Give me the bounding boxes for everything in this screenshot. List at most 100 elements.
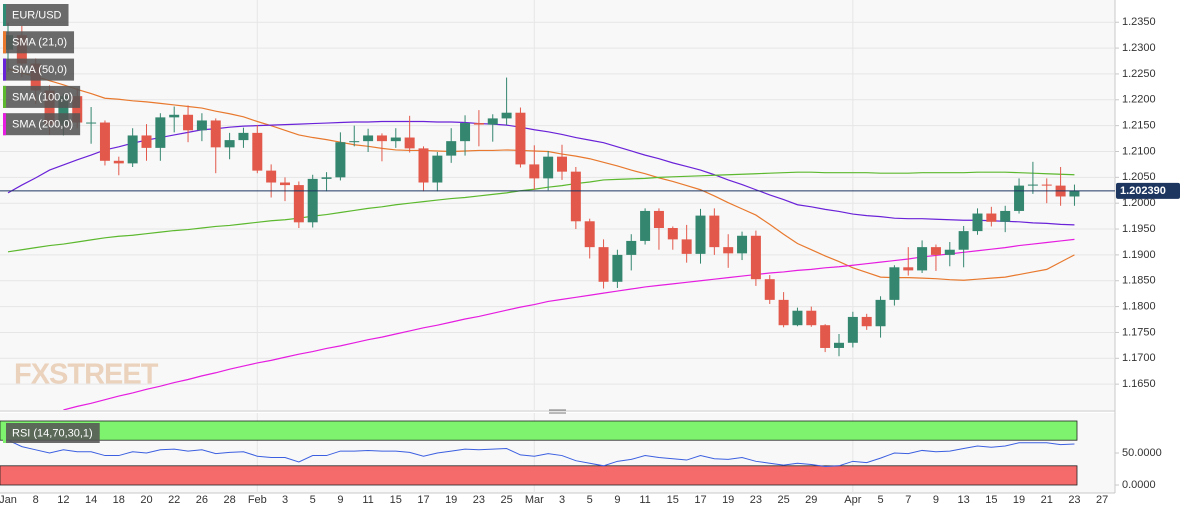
legend-box — [3, 113, 81, 136]
y-tick-label: 1.1850 — [1122, 275, 1156, 287]
candle-body — [834, 342, 844, 348]
legend-swatch — [3, 31, 6, 54]
grid — [0, 0, 1115, 493]
candle-body — [570, 171, 581, 222]
candle-body — [238, 132, 249, 141]
legend-box — [3, 423, 100, 443]
candle-body — [1069, 190, 1080, 197]
y-tick-label: 1.1650 — [1122, 378, 1156, 390]
candle-body — [972, 213, 983, 232]
x-tick-label: 25 — [500, 494, 512, 506]
legend-label: SMA (200,0) — [12, 119, 73, 131]
x-tick-label: 9 — [933, 494, 939, 506]
x-tick-label: 17 — [417, 494, 429, 506]
sma-line — [63, 238, 1075, 410]
last-price-box — [1116, 182, 1180, 199]
x-tick-label: Feb — [248, 494, 267, 506]
legend-swatch — [3, 58, 6, 81]
legend-box — [3, 4, 69, 26]
y-tick-label: 1.2300 — [1122, 42, 1156, 54]
x-tick-label: 17 — [694, 494, 706, 506]
legend-swatch — [3, 85, 6, 108]
legend-box — [3, 85, 81, 108]
x-tick-label: 18 — [113, 494, 125, 506]
y-tick-label: 1.2050 — [1122, 171, 1156, 183]
legend-label: SMA (21,0) — [12, 37, 67, 49]
candle-body — [847, 316, 858, 343]
x-tick-label: 20 — [140, 494, 152, 506]
x-tick-label: 23 — [750, 494, 762, 506]
candle-body — [653, 210, 664, 229]
x-tick-label: Apr — [844, 494, 861, 506]
candle-body — [723, 247, 734, 254]
x-tick-label: 19 — [445, 494, 457, 506]
axes: 1.1650 1.1700 1.1750 1.1800 1.1850 1.1900 1.19… — [0, 16, 1180, 506]
candle-body — [487, 118, 498, 125]
x-tick-label: 23 — [1068, 494, 1080, 506]
y-tick-label: 50.0000 — [1122, 447, 1162, 459]
candle-body — [293, 185, 304, 223]
candle-body — [529, 164, 540, 179]
candle-body — [99, 122, 110, 161]
legend-label: EUR/USD — [12, 9, 62, 21]
candle-body — [473, 123, 484, 125]
candle-body — [363, 135, 374, 142]
legend-swatch — [3, 4, 6, 26]
plot — [0, 22, 1115, 410]
candle-body — [307, 178, 318, 223]
legend-item: RSI (14,70,30,1) — [3, 423, 100, 443]
last-price-label: 1.202390 — [1120, 185, 1166, 197]
candle-body — [557, 156, 567, 172]
x-tick-label: 19 — [1013, 494, 1025, 506]
x-tick-label: 3 — [282, 494, 288, 506]
candle-body — [446, 141, 457, 156]
x-tick-label: 28 — [223, 494, 235, 506]
candle-body — [155, 117, 166, 148]
candle-body — [709, 215, 720, 248]
resize-grip[interactable] — [549, 409, 566, 414]
candle-body — [460, 123, 471, 142]
candle-body — [183, 114, 194, 131]
overbought-band — [0, 420, 1078, 441]
x-tick-label: 5 — [310, 494, 316, 506]
y-tick-label: 1.1800 — [1122, 301, 1156, 313]
candle-body — [210, 120, 221, 148]
candle-body — [667, 228, 678, 240]
legend: EUR/USD SMA (21,0) SMA (50,0) SMA (100,0) SM… — [3, 4, 100, 443]
watermark: FXSTREET — [14, 359, 159, 391]
x-tick-label: Jan — [0, 494, 17, 506]
candle-body — [806, 310, 817, 326]
candle-body — [889, 267, 900, 300]
x-tick-label: 21 — [1041, 494, 1053, 506]
y-tick-label: 1.1900 — [1122, 249, 1156, 261]
x-tick-label: 7 — [905, 494, 911, 506]
legend-item: SMA (100,0) — [3, 85, 81, 108]
candle-body — [640, 210, 651, 241]
legend-label: SMA (50,0) — [12, 64, 67, 76]
candle-body — [280, 182, 290, 186]
candle-body — [321, 177, 332, 179]
candle-body — [626, 240, 637, 255]
x-tick-label: Mar — [525, 494, 544, 506]
candle-body — [598, 247, 609, 282]
candle-body — [778, 299, 789, 326]
x-tick-label: 27 — [1096, 494, 1108, 506]
candle-body — [903, 267, 914, 271]
candle-body — [224, 140, 235, 148]
legend-item: SMA (50,0) — [3, 58, 75, 81]
x-tick-label: 11 — [362, 494, 373, 506]
y-tick-label: 1.2200 — [1122, 94, 1156, 106]
candle-body — [58, 96, 69, 125]
y-tick-label: 0.0000 — [1122, 479, 1156, 491]
candle-body — [1014, 185, 1025, 211]
candle-body — [875, 299, 886, 327]
candle-body — [72, 96, 83, 123]
legend-item: SMA (200,0) — [3, 113, 81, 136]
candle-body — [418, 148, 429, 183]
candle-body — [1000, 210, 1011, 222]
x-tick-label: 15 — [390, 494, 402, 506]
candle-body — [861, 316, 872, 327]
candle-body — [501, 112, 512, 119]
candle-body — [944, 249, 955, 255]
x-tick-label: 13 — [958, 494, 970, 506]
